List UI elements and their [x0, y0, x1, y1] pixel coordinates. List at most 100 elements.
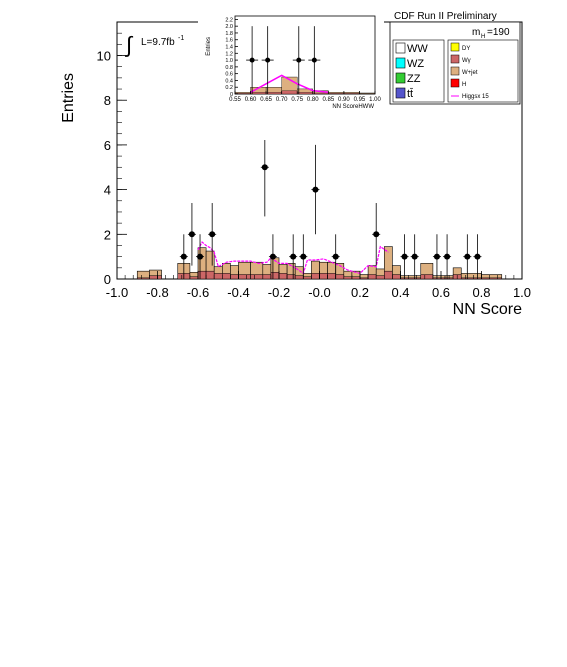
background-bar-wgamma — [189, 276, 199, 280]
inset-data-points — [246, 26, 321, 94]
background-bar-wgamma — [294, 275, 304, 280]
background-bar-wgamma — [312, 92, 329, 95]
background-bar-wgamma — [327, 273, 336, 280]
background-bar-wgamma — [384, 270, 393, 280]
inset-x-axis: 0.55 0.60 0.65 0.70 0.75 0.80 0.85 0.90 0.95 1.00 — [229, 91, 381, 103]
higgs-signal-line — [197, 241, 389, 275]
y-tick-label: 4 — [104, 183, 111, 198]
x-tick-label: -0.8 — [146, 285, 168, 300]
inset-background — [198, 12, 384, 140]
legend-swatch-wgamma — [450, 54, 460, 64]
mass-label-value: =190 — [487, 27, 510, 38]
y-tick-label: 0.8 — [225, 65, 233, 71]
x-tick-label: -0.2 — [268, 285, 290, 300]
background-bar-wgamma — [420, 274, 434, 280]
legend-label-ww: WW — [407, 43, 428, 55]
background-bar-wgamma — [149, 275, 162, 280]
x-tick-label: -1.0 — [106, 285, 128, 300]
data-point — [296, 57, 302, 63]
mass-label-m: m — [472, 27, 480, 38]
data-point — [433, 253, 440, 260]
y-tick-label: 0.2 — [225, 85, 233, 91]
legend-swatch-wz — [395, 57, 406, 69]
background-bar-wgamma — [137, 277, 150, 280]
legend-label-wgamma: Wγ — [462, 58, 471, 64]
data-point — [209, 231, 216, 238]
background-bar-wgamma — [328, 93, 345, 95]
y-tick-label: 10 — [97, 49, 111, 64]
legend-label-wjet: W+jet — [462, 70, 478, 76]
y-tick-label: 2 — [104, 227, 111, 242]
x-tick-label: 0.2 — [351, 285, 369, 300]
main-x-axis: -1.0 -0.8 -0.6 -0.4 -0.2 -0.0 0.2 0.4 0.6 0.8 1.0 — [106, 271, 531, 300]
legend: CDF Run II Preliminary m H =190 WW WZ ZZ tt… — [389, 11, 521, 105]
x-tick-label: 0.65 — [260, 97, 272, 103]
y-tick-label: 1.8 — [225, 31, 233, 37]
background-bar-wgamma — [375, 275, 385, 280]
y-tick-label: 2.2 — [225, 17, 233, 23]
x-tick-label: 0.75 — [291, 97, 303, 103]
x-tick-label: 1.00 — [369, 97, 381, 103]
x-tick-label: 0.8 — [472, 285, 490, 300]
inset-x-axis-title: NN ScoreHWW — [332, 104, 374, 110]
background-bar-wgamma — [311, 273, 320, 280]
inset-background-histogram — [234, 76, 376, 95]
data-point — [265, 57, 271, 63]
legend-major-entries: WW WZ ZZ tt̄ — [395, 42, 428, 100]
data-point — [188, 231, 195, 238]
background-bar-wgamma — [278, 273, 288, 280]
data-point — [311, 57, 317, 63]
background-bar-wgamma — [335, 274, 345, 280]
background-bar-wgamma — [461, 277, 482, 280]
data-point — [332, 253, 339, 260]
y-tick-label: 8 — [104, 93, 111, 108]
inset-y-axis-title: Entries — [206, 37, 212, 56]
luminosity-label: ∫ L=9.7fb -1 — [124, 32, 184, 57]
x-tick-label: 0.6 — [432, 285, 450, 300]
x-tick-label: -0.4 — [227, 285, 249, 300]
background-bar-wgamma — [238, 274, 251, 280]
legend-right-panel — [447, 39, 519, 103]
x-tick-label: -0.6 — [187, 285, 209, 300]
main-y-axis: 0 2 4 6 8 10 — [97, 21, 127, 287]
background-bar-wgamma — [351, 276, 361, 280]
main-x-axis-title: NN Score — [453, 301, 522, 318]
legend-swatch-dy — [450, 42, 460, 52]
legend-label-h: H — [462, 82, 466, 88]
background-bar-wgamma — [359, 277, 369, 280]
main-y-axis-title: Entries — [60, 73, 77, 123]
data-point — [474, 253, 481, 260]
x-tick-label: 0.55 — [229, 97, 241, 103]
lumi-exponent: -1 — [178, 35, 184, 42]
background-bar-wgamma — [319, 273, 328, 280]
background-bar-wgamma — [343, 93, 360, 95]
inset-higgs-signal — [250, 74, 329, 94]
integral-sign: ∫ — [124, 32, 134, 57]
data-point — [261, 164, 268, 171]
legend-minor-entries: DY Wγ W+jet H Higgsx 15 — [450, 42, 489, 100]
y-tick-label: 0.4 — [225, 78, 233, 84]
main-data-points — [179, 118, 482, 279]
inset-y-axis: 00.20.40.60.81.01.21.41.61.82.02.2 — [225, 17, 238, 98]
background-bar-wgamma — [400, 277, 421, 280]
background-bar-wgamma — [392, 274, 401, 280]
background-bar-wgamma — [250, 274, 264, 280]
legend-label-dy: DY — [462, 46, 470, 52]
x-tick-label: 0.80 — [307, 97, 319, 103]
legend-label-wz: WZ — [407, 58, 424, 70]
legend-swatch-tt — [395, 87, 406, 99]
data-point — [249, 57, 255, 63]
mass-label-sub: H — [481, 34, 485, 40]
data-point — [464, 253, 471, 260]
inset-plot: 0.55 0.60 0.65 0.70 0.75 0.80 0.85 0.90 0.95 1.00… — [198, 12, 384, 140]
y-tick-label: 1.2 — [225, 51, 233, 57]
background-bar-wgamma — [481, 277, 502, 280]
higgs-signal-line — [250, 74, 329, 94]
data-point — [290, 253, 297, 260]
legend-label-tt: tt̄ — [407, 88, 413, 100]
y-tick-label: 1.0 — [225, 58, 233, 64]
y-tick-label: 0 — [104, 272, 111, 287]
y-tick-label: 0 — [230, 92, 233, 98]
data-point — [411, 253, 418, 260]
